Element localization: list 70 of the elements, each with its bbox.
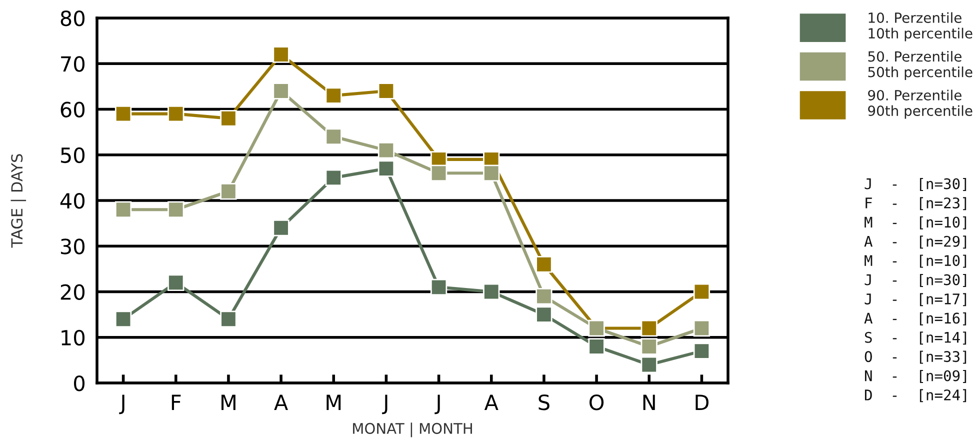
point xyxy=(325,87,342,104)
text: O - [n=33] xyxy=(864,350,966,364)
point xyxy=(640,356,658,374)
y-tick-label: 50 xyxy=(60,147,85,164)
x-tick-label: F xyxy=(172,394,181,410)
x-tick-label: J xyxy=(434,394,440,414)
point xyxy=(272,82,290,100)
y-tick-label: 60 xyxy=(60,102,85,118)
point xyxy=(220,310,237,328)
text: F - [n=23] xyxy=(866,197,966,210)
point xyxy=(168,201,184,218)
x-tick-label: D xyxy=(696,394,708,410)
point xyxy=(693,342,710,360)
x-tick-label: M xyxy=(326,394,341,410)
x-tick-label: N xyxy=(643,394,655,410)
x-tick-label: J xyxy=(382,394,388,414)
point xyxy=(325,128,342,145)
text: D - [n=24] xyxy=(864,389,966,402)
point xyxy=(536,306,552,323)
point xyxy=(378,82,395,100)
x-tick-label: A xyxy=(274,394,288,410)
text: J - [n=30] xyxy=(864,178,966,191)
point xyxy=(483,164,500,182)
y-tick-label: 70 xyxy=(61,56,85,72)
point xyxy=(640,320,658,337)
point xyxy=(693,320,710,337)
point xyxy=(483,283,500,300)
y-tick-label: 20 xyxy=(60,284,85,300)
point xyxy=(536,288,552,305)
legend-label: 90. Perzentile 90th percentile xyxy=(868,90,972,119)
text: M - [n=10] xyxy=(864,216,966,230)
point xyxy=(640,338,658,355)
point xyxy=(378,160,395,177)
legend-label: 50. Perzentile 50th percentile xyxy=(868,50,972,80)
y-tick-label: 40 xyxy=(60,192,85,209)
x-tick-label: J xyxy=(119,394,124,414)
y-tick-label: 80 xyxy=(60,10,85,26)
point xyxy=(430,164,448,182)
point xyxy=(272,46,290,63)
point xyxy=(430,278,448,296)
text: M - [n=10] xyxy=(864,254,966,268)
point xyxy=(588,338,605,355)
text: J - [n=30] xyxy=(864,274,966,287)
point xyxy=(114,105,132,122)
y-tick-label: 0 xyxy=(74,375,85,392)
x-tick-label: A xyxy=(484,394,498,410)
point xyxy=(272,220,290,236)
point xyxy=(114,310,132,328)
text: A - [n=16] xyxy=(864,312,966,326)
text: A - [n=29] xyxy=(864,236,966,249)
y-axis-title: TAGE | DAYS xyxy=(10,154,26,248)
y-tick-label: 30 xyxy=(60,238,85,254)
point xyxy=(536,256,552,273)
point xyxy=(325,169,342,186)
point xyxy=(114,201,132,218)
x-tick-label: M xyxy=(222,394,236,410)
text: J - [n=17] xyxy=(864,293,966,306)
text: N - [n=09] xyxy=(864,370,966,383)
point xyxy=(168,105,184,122)
x-axis-title: MONAT | MONTH xyxy=(353,422,472,438)
point xyxy=(220,183,237,200)
point xyxy=(693,283,710,300)
point xyxy=(378,142,395,159)
x-tick-label: O xyxy=(590,394,604,410)
point xyxy=(168,274,184,291)
x-tick-label: S xyxy=(538,394,550,410)
legend-label: 10. Perzentile 10th percentile xyxy=(868,12,972,42)
text: S - [n=14] xyxy=(864,332,966,345)
y-tick-label: 10 xyxy=(62,330,85,346)
point xyxy=(220,110,237,127)
